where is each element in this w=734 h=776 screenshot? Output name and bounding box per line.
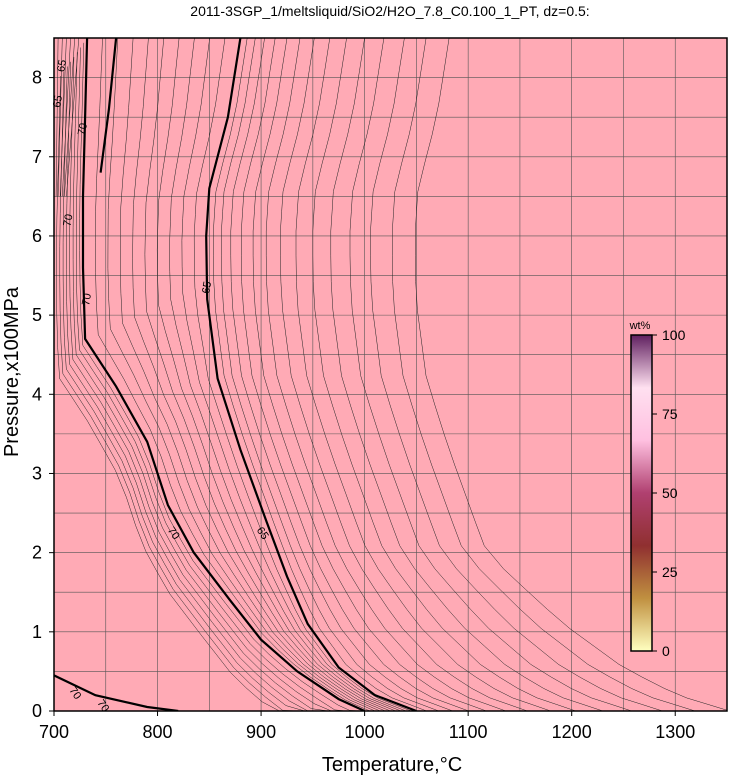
- contour-lines: [54, 38, 727, 711]
- minor-contour: [213, 38, 427, 711]
- minor-contour: [169, 38, 401, 711]
- major-contour: [205, 38, 417, 711]
- minor-contour: [132, 38, 386, 711]
- minor-contour: [349, 38, 632, 711]
- major-contour: [81, 38, 366, 711]
- colorbar-unit: wt%: [629, 320, 651, 332]
- minor-contour: [55, 38, 59, 197]
- minor-contour: [59, 71, 342, 711]
- minor-contour: [62, 66, 345, 711]
- y-tick-label: 4: [32, 384, 42, 404]
- x-tick-label: 1100: [449, 722, 488, 742]
- minor-contour: [64, 38, 75, 197]
- contour-label: 70: [165, 525, 182, 542]
- minor-contour: [252, 38, 487, 711]
- major-contour: [54, 674, 179, 711]
- y-axis-title: Pressure,x100MPa: [1, 286, 23, 457]
- minor-contour: [144, 38, 391, 711]
- minor-contour: [56, 75, 339, 711]
- colorbar-tick-label: 75: [662, 406, 678, 422]
- x-tick-label: 1000: [345, 722, 385, 742]
- contour-label-text: 65: [55, 59, 69, 73]
- contour-label: 70: [76, 122, 90, 136]
- colorbar-ticks: 0 25 50 75 100: [652, 327, 686, 659]
- contour-label: 65: [200, 280, 214, 294]
- minor-contour: [193, 38, 412, 711]
- y-tick-label: 7: [32, 147, 42, 167]
- y-tick-label: 8: [32, 68, 42, 88]
- contour-label-text: 65: [51, 94, 65, 108]
- x-tick-label: 900: [246, 722, 276, 742]
- minor-contour: [120, 38, 381, 711]
- contour-label-text: 65: [254, 525, 271, 542]
- contour-label-text: 70: [80, 292, 94, 306]
- minor-contour: [79, 42, 362, 711]
- minor-contour: [241, 38, 469, 711]
- minor-contour: [59, 38, 67, 197]
- minor-contour: [230, 38, 453, 711]
- minor-contour: [156, 38, 396, 711]
- minor-contour: [330, 38, 603, 711]
- y-tick-label: 2: [32, 543, 42, 563]
- y-tick-label: 3: [32, 463, 42, 483]
- y-tick-label: 1: [32, 622, 42, 642]
- minor-contour: [66, 38, 80, 197]
- contour-label: 70: [62, 213, 76, 227]
- major-contour: [99, 38, 118, 173]
- contour-label-text: 70: [76, 122, 90, 136]
- contour-label-text: 70: [62, 213, 76, 227]
- minor-contour: [181, 38, 407, 711]
- minor-contour: [295, 38, 551, 711]
- plot-frame: [53, 37, 728, 712]
- contour-label: 65: [254, 525, 271, 542]
- minor-contour: [392, 38, 696, 711]
- minor-contour: [62, 38, 71, 197]
- minor-contour: [76, 47, 358, 711]
- contour-label: 70: [80, 292, 94, 306]
- colorbar-tick-label: 50: [662, 485, 678, 501]
- y-tick-label: 0: [32, 701, 42, 721]
- contour-label: 65: [55, 59, 69, 73]
- contour-label: 65: [51, 94, 65, 108]
- colorbar-gradient: [630, 334, 653, 652]
- chart-title: 2011-3SGP_1/meltsliquid/SiO2/H2O_7.8_C0.…: [190, 3, 589, 19]
- colorbar-tick-label: 0: [662, 643, 670, 659]
- colorbar-tick-label: 25: [662, 564, 678, 580]
- contour-label-text: 65: [200, 280, 214, 294]
- y-tick-label: 5: [32, 305, 42, 325]
- x-tick-label: 800: [143, 722, 173, 742]
- minor-contour: [415, 38, 727, 711]
- minor-contour: [370, 38, 663, 711]
- minor-contour: [280, 38, 528, 711]
- minor-contour: [312, 38, 576, 711]
- x-axis: 700 800 900 1000 1100 1200 1300: [39, 711, 695, 742]
- x-tick-label: 700: [39, 722, 69, 742]
- y-axis: 0 1 2 3 4 5 6 7 8: [32, 68, 54, 721]
- minor-contour: [221, 38, 439, 711]
- x-axis-title: Temperature,°C: [322, 754, 462, 776]
- minor-contour: [95, 38, 370, 711]
- plot-background: [54, 38, 727, 711]
- contour-label-text: 70: [165, 525, 182, 542]
- y-tick-label: 6: [32, 226, 42, 246]
- minor-contour: [265, 38, 506, 711]
- colorbar-tick-label: 100: [662, 327, 686, 343]
- minor-contour: [69, 56, 352, 711]
- minor-contour: [72, 52, 355, 711]
- grid-lines: [54, 38, 727, 711]
- minor-contour: [57, 38, 63, 197]
- colorbar: wt% 0 25 50 75 100: [629, 320, 686, 659]
- minor-contour: [107, 38, 376, 711]
- minor-contour: [66, 61, 348, 711]
- contour-label-text: 70: [66, 685, 83, 702]
- x-tick-label: 1300: [655, 722, 695, 742]
- x-tick-label: 1200: [552, 722, 592, 742]
- contour-label: 70: [66, 685, 83, 702]
